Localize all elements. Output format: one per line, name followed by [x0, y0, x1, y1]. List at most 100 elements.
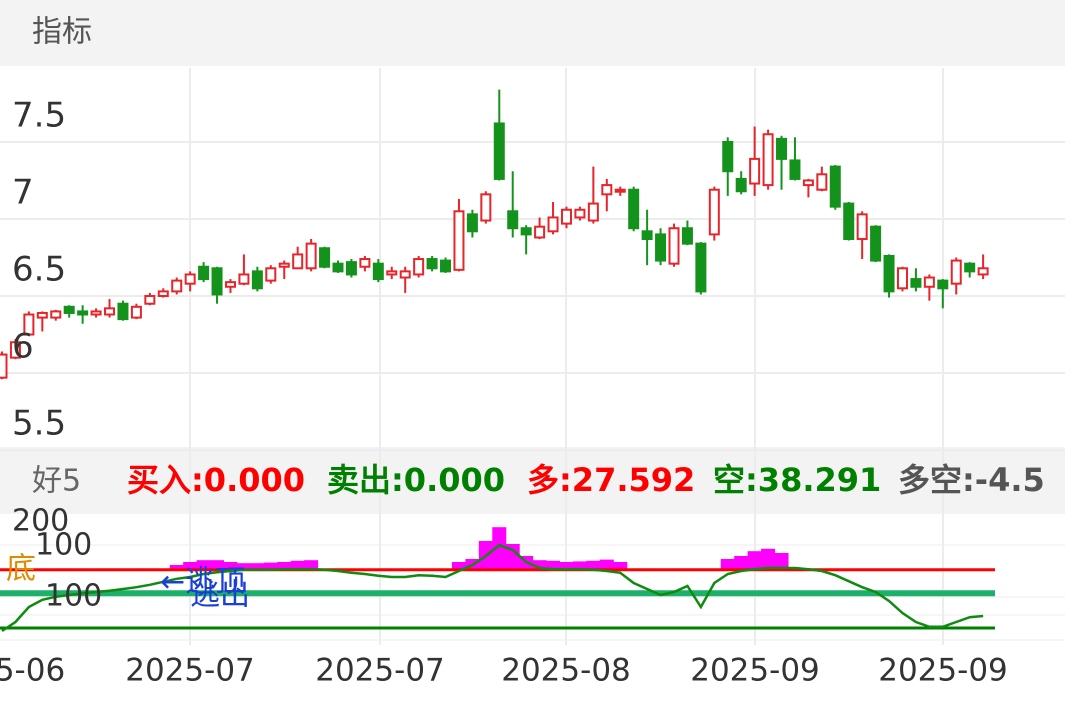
- x-tick-label: 5-06: [0, 653, 65, 689]
- candle-body: [802, 179, 814, 187]
- indicator-line: [1, 543, 984, 633]
- candle-body: [762, 133, 774, 187]
- candle-body: [883, 254, 895, 293]
- candle-body: [587, 202, 599, 222]
- candle-body: [130, 305, 142, 319]
- candle-body: [870, 225, 882, 262]
- histogram-bar: [734, 556, 749, 570]
- candle-body: [117, 302, 129, 321]
- indicator-readout: 多空:-4.5: [898, 461, 1045, 499]
- candle-body: [238, 273, 250, 285]
- candle-body: [655, 233, 667, 262]
- candle-body: [251, 270, 263, 290]
- overlay-label: 100: [35, 528, 92, 563]
- overlay-label: 逃出: [190, 578, 250, 613]
- candle-body: [681, 227, 693, 245]
- histogram-bar: [761, 548, 776, 570]
- y-tick-label: 5.5: [12, 404, 66, 444]
- candle-body: [440, 259, 452, 273]
- candle-body: [735, 177, 747, 193]
- histogram-bar: [586, 560, 601, 570]
- histogram-bar: [532, 560, 547, 570]
- candle-body: [776, 137, 788, 160]
- candle-body: [789, 159, 801, 180]
- candle-body: [319, 247, 331, 268]
- candle-body: [722, 140, 734, 173]
- histogram-bar: [169, 565, 184, 570]
- x-tick-label: 2025-09: [878, 653, 1008, 689]
- histogram-bar: [277, 562, 292, 570]
- candle-body: [560, 208, 572, 225]
- candle-body: [63, 305, 75, 314]
- histogram-bar: [250, 563, 265, 570]
- candle-body: [950, 259, 962, 285]
- candle-body: [749, 157, 761, 185]
- histogram-bar: [572, 561, 587, 570]
- candle-body: [50, 310, 62, 319]
- candle-body: [184, 273, 196, 285]
- x-tick-label: 2025-08: [501, 653, 631, 689]
- candle-body: [896, 267, 908, 290]
- candle-body: [292, 253, 304, 270]
- indicator-readout: 多:27.592: [527, 461, 695, 499]
- candle-body: [977, 267, 989, 276]
- candle-body: [9, 341, 21, 359]
- histogram-bar: [263, 562, 278, 570]
- candle-body: [641, 230, 653, 241]
- candle-body: [198, 265, 210, 281]
- candle-body: [493, 122, 505, 180]
- indicator-readout: 买入:0.000: [127, 461, 305, 499]
- histogram-bar: [451, 562, 466, 570]
- candle-body: [453, 210, 465, 271]
- histogram-bar: [236, 563, 251, 570]
- histogram-bar: [210, 560, 225, 570]
- histogram-bar: [546, 560, 561, 570]
- candle-body: [547, 216, 559, 233]
- histogram-bar: [720, 559, 735, 570]
- histogram-bar: [183, 562, 198, 570]
- overlay-label: 200: [12, 504, 69, 539]
- histogram-bar: [196, 560, 211, 570]
- candle-body: [345, 261, 357, 276]
- candle-body: [426, 258, 438, 270]
- candle-body: [359, 258, 371, 268]
- header-title[interactable]: 指标: [32, 15, 92, 50]
- histogram-bar: [492, 527, 507, 570]
- indicator: [0, 527, 1065, 641]
- indicator-name: 好5: [32, 464, 81, 499]
- candle-body: [23, 313, 35, 336]
- candles: [0, 89, 989, 380]
- y-tick-label: 7.5: [12, 95, 66, 135]
- overlay-label: 100: [45, 579, 102, 614]
- candle-body: [466, 213, 478, 233]
- candle-body: [413, 258, 425, 276]
- x-tick-label: 2025-07: [125, 653, 255, 689]
- candle-body: [816, 173, 828, 191]
- candle-body: [668, 227, 680, 265]
- candle-body: [601, 184, 613, 196]
- candle-body: [332, 262, 344, 273]
- candle-body: [211, 267, 223, 296]
- candle-body: [574, 208, 586, 219]
- candle-body: [104, 307, 116, 316]
- indicator-readout: 卖出:0.000: [327, 461, 505, 499]
- candle-body: [144, 295, 156, 305]
- y-tick-label: 6: [12, 327, 34, 367]
- candle-body: [399, 270, 411, 279]
- candle-body: [856, 213, 868, 241]
- labels: 5.5 6 6.5 7 7.5 5-06 2025-07 2025-07 2025-08 2025…: [0, 95, 1045, 688]
- histogram-bar: [223, 562, 238, 570]
- candle-body: [386, 270, 398, 276]
- candle-body: [507, 210, 519, 230]
- histogram-bar: [599, 559, 614, 570]
- candle-body: [372, 262, 384, 281]
- candle-body: [305, 242, 317, 270]
- candle-body: [265, 267, 277, 282]
- overlay-label: 底: [6, 552, 36, 587]
- x-tick-label: 2025-07: [315, 653, 445, 689]
- candle-body: [534, 225, 546, 239]
- candle-body: [843, 202, 855, 241]
- candle-body: [937, 279, 949, 290]
- candle-body: [520, 227, 532, 236]
- x-tick-label: 2025-09: [690, 653, 820, 689]
